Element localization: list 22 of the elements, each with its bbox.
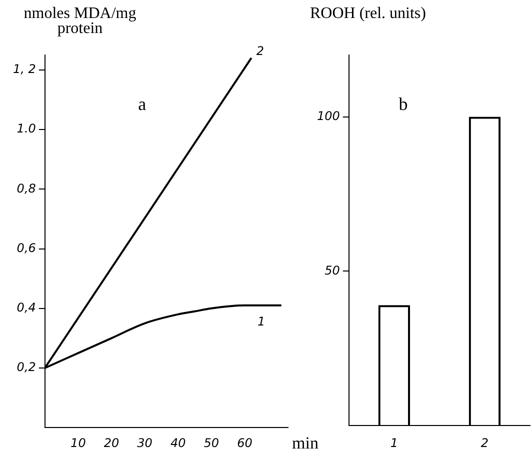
series-label: 2: [256, 44, 264, 58]
series-label: 1: [258, 314, 266, 329]
x-tick-label: 60: [237, 436, 253, 450]
y-tick-label: 1.0: [16, 122, 36, 136]
y-axis-title: ROOH (rel. units): [310, 5, 426, 22]
y-axis-title: nmoles MDA/mg protein: [22, 5, 138, 37]
x-tick-label: 1: [390, 436, 398, 450]
y-tick-label: 0,4: [16, 300, 36, 314]
y-tick-label: 1, 2: [12, 62, 36, 76]
x-tick-label: 50: [204, 436, 220, 450]
x-axis-title: min: [292, 433, 319, 452]
x-tick-label: 20: [104, 436, 120, 450]
annotation: b: [398, 94, 408, 114]
x-tick-label: 10: [70, 436, 86, 450]
y-tick-label: 0,2: [16, 360, 36, 374]
x-tick-label: 30: [137, 436, 153, 450]
x-tick-label: 2: [480, 436, 489, 450]
y-tick-label: 0,6: [16, 240, 36, 255]
annotation: a: [138, 94, 146, 114]
y-tick-label: 100: [317, 108, 340, 123]
y-tick-label: 0,8: [16, 181, 36, 196]
x-tick-label: 40: [170, 436, 186, 450]
